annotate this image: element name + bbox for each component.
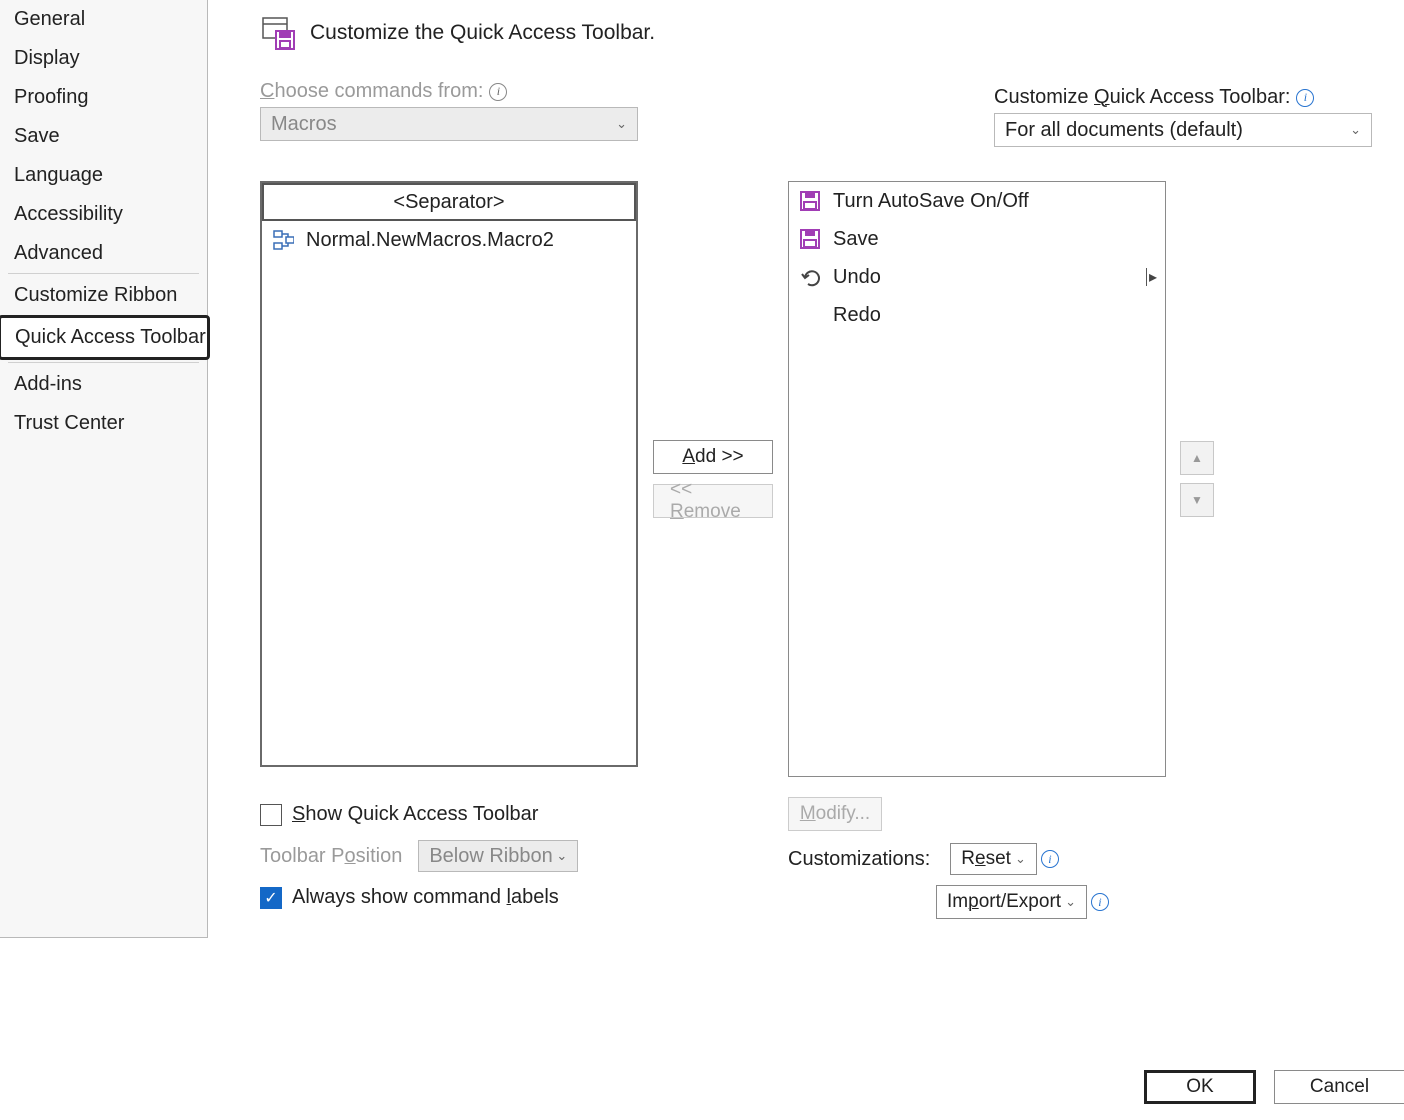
info-icon[interactable]: i bbox=[489, 83, 507, 101]
customizations-label: Customizations: bbox=[788, 848, 930, 871]
modify-button: Modify... bbox=[788, 797, 882, 831]
always-show-labels-label: Always show command labels bbox=[292, 886, 559, 909]
chevron-down-icon: ⌄ bbox=[556, 848, 567, 864]
choose-commands-dropdown[interactable]: Macros ⌄ bbox=[260, 107, 638, 141]
chevron-down-icon: ⌄ bbox=[616, 116, 627, 132]
sidebar-item-accessibility[interactable]: Accessibility bbox=[0, 195, 207, 234]
sidebar-item-add-ins[interactable]: Add-ins bbox=[0, 365, 207, 404]
reset-button[interactable]: Reset⌄ bbox=[950, 843, 1037, 875]
sidebar-item-quick-access-toolbar[interactable]: Quick Access Toolbar bbox=[0, 315, 210, 360]
show-qat-checkbox[interactable]: Show Quick Access Toolbar bbox=[260, 803, 788, 826]
undo-icon bbox=[797, 266, 823, 288]
sidebar-divider bbox=[8, 273, 199, 274]
add-button[interactable]: Add >> bbox=[653, 440, 773, 474]
autosave-icon bbox=[797, 190, 823, 212]
save-icon bbox=[797, 228, 823, 250]
expand-split-icon[interactable]: ▸ bbox=[1146, 267, 1157, 287]
customize-qat-dropdown[interactable]: For all documents (default) ⌄ bbox=[994, 113, 1372, 147]
list-item-macro[interactable]: Normal.NewMacros.Macro2 bbox=[262, 221, 636, 259]
list-item-autosave[interactable]: Turn AutoSave On/Off bbox=[789, 182, 1165, 220]
always-show-labels-checkbox[interactable]: ✓ Always show command labels bbox=[260, 886, 788, 909]
ok-button[interactable]: OK bbox=[1144, 1070, 1256, 1104]
cancel-button[interactable]: Cancel bbox=[1274, 1070, 1404, 1104]
import-export-button[interactable]: Import/Export⌄ bbox=[936, 885, 1087, 919]
available-commands-list[interactable]: <Separator> Normal.NewMacros.Macro2 bbox=[260, 181, 638, 767]
sidebar-item-customize-ribbon[interactable]: Customize Ribbon bbox=[0, 276, 207, 315]
choose-commands-label: Choose commands from: bbox=[260, 80, 483, 103]
info-icon[interactable]: i bbox=[1296, 89, 1314, 107]
show-qat-label: Show Quick Access Toolbar bbox=[292, 803, 538, 826]
remove-button: << Remove bbox=[653, 484, 773, 518]
move-down-button: ▼ bbox=[1180, 483, 1214, 517]
sidebar-item-language[interactable]: Language bbox=[0, 156, 207, 195]
sidebar: General Display Proofing Save Language A… bbox=[0, 0, 208, 938]
sidebar-item-save[interactable]: Save bbox=[0, 117, 207, 156]
toolbar-position-dropdown: Below Ribbon ⌄ bbox=[418, 840, 578, 872]
macro-icon bbox=[270, 229, 296, 251]
qat-header-icon bbox=[260, 14, 298, 52]
info-icon[interactable]: i bbox=[1091, 893, 1109, 911]
list-item-redo[interactable]: Redo bbox=[789, 296, 1165, 334]
sidebar-item-proofing[interactable]: Proofing bbox=[0, 78, 207, 117]
sidebar-item-general[interactable]: General bbox=[0, 0, 207, 39]
page-title: Customize the Quick Access Toolbar. bbox=[310, 21, 655, 45]
move-up-button: ▲ bbox=[1180, 441, 1214, 475]
sidebar-divider bbox=[8, 362, 199, 363]
sidebar-item-advanced[interactable]: Advanced bbox=[0, 234, 207, 273]
list-item-separator[interactable]: <Separator> bbox=[262, 183, 636, 221]
main-panel: Customize the Quick Access Toolbar. Choo… bbox=[208, 0, 1404, 1120]
info-icon[interactable]: i bbox=[1041, 850, 1059, 868]
list-item-undo[interactable]: Undo ▸ bbox=[789, 258, 1165, 296]
toolbar-position-label: Toolbar Position bbox=[260, 845, 402, 868]
customize-qat-label: Customize Quick Access Toolbar: bbox=[994, 86, 1290, 109]
sidebar-item-display[interactable]: Display bbox=[0, 39, 207, 78]
list-item-save[interactable]: Save bbox=[789, 220, 1165, 258]
chevron-down-icon: ⌄ bbox=[1350, 122, 1361, 138]
sidebar-item-trust-center[interactable]: Trust Center bbox=[0, 404, 207, 443]
current-toolbar-list[interactable]: Turn AutoSave On/Off Save bbox=[788, 181, 1166, 777]
